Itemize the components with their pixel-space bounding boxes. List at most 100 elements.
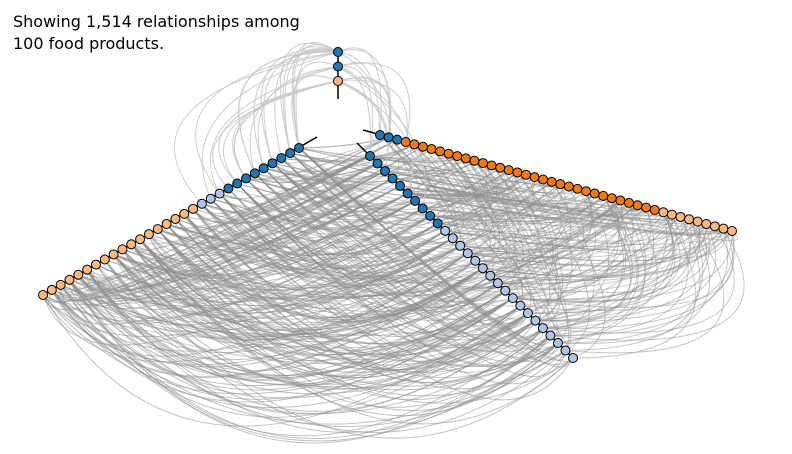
node-left-peach[interactable] — [55, 279, 66, 290]
node-left-peach[interactable] — [99, 254, 110, 265]
node-left-light_blue[interactable] — [214, 188, 225, 199]
node-right-peach[interactable] — [658, 207, 669, 218]
node-right-orange[interactable] — [426, 144, 437, 155]
node-down-right-light_blue[interactable] — [500, 285, 511, 296]
node-left-blue[interactable] — [294, 143, 304, 153]
node-down-right-blue[interactable] — [387, 173, 398, 184]
node-right-orange[interactable] — [469, 155, 480, 166]
node-down-right-light_blue[interactable] — [568, 353, 578, 363]
node-down-right-light_blue[interactable] — [507, 293, 518, 304]
node-left-peach[interactable] — [179, 208, 190, 219]
node-right-orange[interactable] — [615, 195, 626, 206]
node-top-peach[interactable] — [333, 76, 343, 86]
node-down-right-blue[interactable] — [417, 203, 428, 214]
node-right-peach[interactable] — [709, 221, 720, 232]
node-down-right-light_blue[interactable] — [522, 308, 533, 319]
node-right-orange[interactable] — [486, 160, 497, 171]
node-left-blue[interactable] — [223, 183, 234, 194]
node-right-orange[interactable] — [503, 165, 514, 176]
node-right-orange[interactable] — [478, 158, 489, 169]
node-down-right-blue[interactable] — [395, 180, 406, 191]
node-right-orange[interactable] — [443, 148, 454, 159]
node-right-orange[interactable] — [400, 137, 411, 148]
node-right-orange[interactable] — [623, 197, 634, 208]
node-top-blue[interactable] — [333, 47, 343, 57]
node-left-peach[interactable] — [188, 203, 199, 214]
node-right-orange[interactable] — [632, 200, 643, 211]
node-right-orange[interactable] — [581, 186, 592, 197]
node-down-right-light_blue[interactable] — [545, 330, 556, 341]
node-down-right-light_blue[interactable] — [462, 248, 473, 259]
node-down-right-blue[interactable] — [402, 188, 413, 199]
node-right-orange[interactable] — [606, 193, 617, 204]
node-right-peach[interactable] — [675, 211, 686, 222]
node-down-right-light_blue[interactable] — [485, 270, 496, 281]
node-down-right-light_blue[interactable] — [552, 338, 563, 349]
node-right-blue[interactable] — [383, 132, 394, 143]
node-left-light_blue[interactable] — [196, 198, 207, 209]
node-left-peach[interactable] — [117, 244, 128, 255]
node-right-peach[interactable] — [718, 223, 729, 234]
node-down-right-blue[interactable] — [365, 151, 375, 161]
node-left-peach[interactable] — [152, 224, 163, 235]
node-down-right-light_blue[interactable] — [470, 255, 481, 266]
node-down-right-light_blue[interactable] — [530, 315, 541, 326]
node-left-blue[interactable] — [285, 148, 296, 159]
node-left-peach[interactable] — [135, 234, 146, 245]
node-left-blue[interactable] — [241, 173, 252, 184]
node-left-peach[interactable] — [38, 290, 48, 300]
node-right-peach[interactable] — [684, 214, 695, 225]
node-down-right-blue[interactable] — [432, 218, 443, 229]
node-left-blue[interactable] — [276, 153, 287, 164]
node-right-blue[interactable] — [375, 130, 385, 140]
node-right-orange[interactable] — [589, 188, 600, 199]
node-right-orange[interactable] — [417, 141, 428, 152]
node-right-orange[interactable] — [529, 172, 540, 183]
node-left-peach[interactable] — [161, 219, 172, 230]
node-right-blue[interactable] — [392, 134, 403, 145]
node-left-peach[interactable] — [143, 229, 154, 240]
node-right-orange[interactable] — [520, 169, 531, 180]
node-left-blue[interactable] — [267, 158, 278, 169]
node-right-orange[interactable] — [452, 151, 463, 162]
node-right-orange[interactable] — [572, 183, 583, 194]
node-right-orange[interactable] — [546, 176, 557, 187]
node-right-peach[interactable] — [666, 209, 677, 220]
node-right-orange[interactable] — [555, 179, 566, 190]
node-right-orange[interactable] — [641, 202, 652, 213]
node-left-peach[interactable] — [46, 284, 57, 295]
node-down-right-light_blue[interactable] — [477, 263, 488, 274]
node-down-right-light_blue[interactable] — [440, 225, 451, 236]
node-left-blue[interactable] — [249, 168, 260, 179]
node-right-orange[interactable] — [435, 146, 446, 157]
node-left-blue[interactable] — [232, 178, 243, 189]
node-right-orange[interactable] — [460, 153, 471, 164]
node-down-right-blue[interactable] — [372, 158, 383, 169]
node-right-orange[interactable] — [649, 204, 660, 215]
node-down-right-light_blue[interactable] — [515, 300, 526, 311]
node-left-blue[interactable] — [258, 163, 269, 174]
node-left-peach[interactable] — [82, 264, 93, 275]
node-left-light_blue[interactable] — [205, 193, 216, 204]
node-down-right-light_blue[interactable] — [447, 233, 458, 244]
node-left-peach[interactable] — [64, 274, 75, 285]
node-left-peach[interactable] — [90, 259, 101, 270]
node-left-peach[interactable] — [170, 213, 181, 224]
node-right-peach[interactable] — [692, 216, 703, 227]
node-top-blue[interactable] — [333, 61, 343, 72]
node-down-right-light_blue[interactable] — [455, 240, 466, 251]
node-right-peach[interactable] — [701, 218, 712, 229]
node-left-peach[interactable] — [126, 239, 137, 250]
node-right-peach[interactable] — [727, 226, 737, 236]
node-right-orange[interactable] — [409, 139, 420, 150]
node-right-orange[interactable] — [512, 167, 523, 178]
node-right-orange[interactable] — [495, 162, 506, 173]
node-left-peach[interactable] — [73, 269, 84, 280]
node-down-right-light_blue[interactable] — [560, 345, 571, 356]
node-down-right-light_blue[interactable] — [537, 323, 548, 334]
node-down-right-blue[interactable] — [410, 195, 421, 206]
node-down-right-light_blue[interactable] — [492, 278, 503, 289]
node-down-right-blue[interactable] — [380, 165, 391, 176]
node-right-orange[interactable] — [563, 181, 574, 192]
node-left-peach[interactable] — [108, 249, 119, 260]
